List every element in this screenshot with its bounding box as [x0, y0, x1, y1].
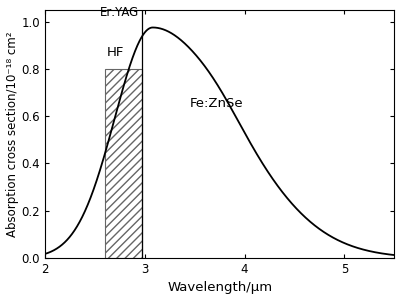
Text: Fe:ZnSe: Fe:ZnSe: [190, 97, 243, 110]
Bar: [105, 69, 142, 258]
Text: Er:YAG: Er:YAG: [100, 6, 139, 19]
Y-axis label: Absorption cross section/10⁻¹⁸ cm²: Absorption cross section/10⁻¹⁸ cm²: [6, 31, 18, 237]
Text: HF: HF: [107, 46, 124, 59]
X-axis label: Wavelength/μm: Wavelength/μm: [167, 281, 272, 294]
